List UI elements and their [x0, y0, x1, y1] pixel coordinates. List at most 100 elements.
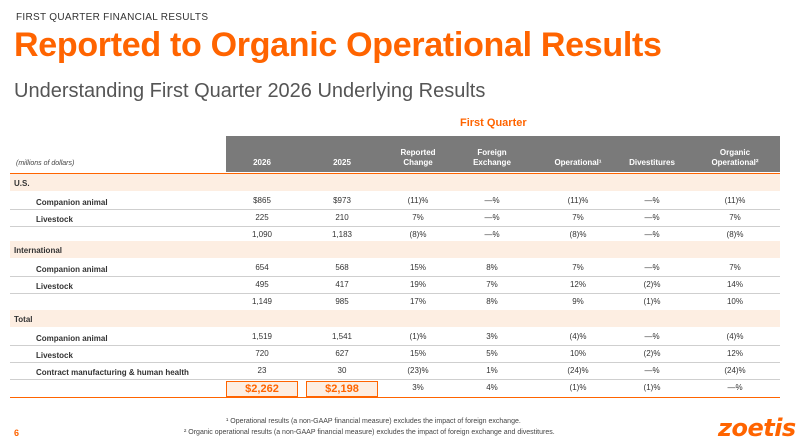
cell-operational: (8)%: [569, 230, 587, 239]
column-group-label: First Quarter: [460, 117, 527, 129]
row-divider: [10, 345, 780, 346]
cell-divestitures: (2)%: [643, 349, 661, 358]
table-row: Livestock 495 417 19% 7% 12% (2)% 14%: [10, 277, 780, 294]
cell-2025: $973: [333, 196, 351, 205]
cell-reported: 3%: [412, 383, 424, 392]
cell-organic: 10%: [726, 297, 743, 306]
cell-fx: 8%: [486, 297, 498, 306]
cell-divestitures: —%: [644, 263, 660, 272]
cell-reported: (1)%: [409, 332, 427, 341]
cell-2026: 495: [255, 280, 269, 289]
cell-fx: 3%: [486, 332, 498, 341]
row-label: Companion animal: [36, 265, 108, 274]
cell-divestitures: —%: [644, 213, 660, 222]
cell-fx: —%: [484, 230, 500, 239]
column-header-operational: Operational¹: [554, 158, 602, 167]
zoetis-logo: zoetis: [718, 414, 796, 442]
section-label: U.S.: [14, 179, 30, 188]
page-subtitle: Understanding First Quarter 2026 Underly…: [14, 80, 486, 102]
table-row: Companion animal $865 $973 (11)% —% (11)% —% (1…: [10, 193, 780, 210]
cell-reported: (11)%: [407, 196, 429, 205]
cell-reported: (23)%: [407, 366, 429, 375]
page-number: 6: [14, 428, 20, 438]
row-label: Contract manufacturing & human health: [36, 368, 189, 377]
table-row: Contract manufacturing & human health 23 3…: [10, 363, 780, 380]
cell-fx: 7%: [486, 280, 498, 289]
cell-2025: 30: [337, 366, 347, 375]
cell-organic: 7%: [729, 213, 741, 222]
row-label: Companion animal: [36, 334, 108, 343]
column-header-2025: 2025: [333, 158, 351, 167]
cell-operational: 10%: [569, 349, 586, 358]
column-header-divestitures: Divestitures: [629, 158, 675, 167]
table-row: Companion animal 1,519 1,541 (1)% 3% (4)% —% (4…: [10, 329, 780, 346]
table-row: 1,149 985 17% 8% 9% (1)% 10%: [10, 294, 780, 311]
cell-fx: —%: [484, 196, 500, 205]
cell-divestitures: —%: [644, 332, 660, 341]
cell-operational: 9%: [572, 297, 584, 306]
cell-2025: 1,541: [331, 332, 353, 341]
cell-divestitures: (1)%: [643, 297, 661, 306]
cell-organic: 12%: [726, 349, 743, 358]
header-divider: [10, 173, 780, 174]
highlighted-total-cell: $2,262: [226, 381, 298, 397]
cell-2026: $865: [253, 196, 271, 205]
cell-divestitures: (2)%: [643, 280, 661, 289]
page-title: Reported to Organic Operational Results: [14, 26, 662, 64]
column-header-2026: 2026: [253, 158, 271, 167]
cell-2026: 225: [255, 213, 269, 222]
cell-reported: 17%: [409, 297, 426, 306]
section-label: International: [14, 246, 63, 255]
footnote-2: ² Organic operational results (a non-GAA…: [184, 429, 555, 436]
cell-fx: —%: [484, 213, 500, 222]
row-divider: [10, 362, 780, 363]
cell-2025: 627: [335, 349, 349, 358]
cell-reported: 19%: [409, 280, 426, 289]
cell-2025: 417: [335, 280, 349, 289]
row-label: Livestock: [36, 282, 73, 291]
section-label: Total: [14, 315, 33, 324]
cell-2026: 1,090: [251, 230, 273, 239]
cell-2025: 985: [335, 297, 349, 306]
cell-operational: (1)%: [569, 383, 587, 392]
cell-divestitures: (1)%: [643, 383, 661, 392]
footnote-1: ¹ Operational results (a non-GAAP financ…: [226, 418, 521, 425]
cell-operational: 7%: [572, 263, 584, 272]
column-header-organic: Organic Operational²: [711, 148, 759, 167]
row-label: Livestock: [36, 351, 73, 360]
cell-2025: 1,183: [331, 230, 353, 239]
cell-operational: (11)%: [567, 196, 589, 205]
units-label: (millions of dollars): [16, 160, 75, 167]
row-divider: [10, 293, 780, 294]
cell-2026: 23: [257, 366, 267, 375]
cell-operational: 12%: [569, 280, 586, 289]
cell-fx: 4%: [486, 383, 498, 392]
column-header-reported: Reported Change: [400, 148, 436, 167]
highlighted-total-cell: $2,198: [306, 381, 378, 397]
cell-organic: (8)%: [726, 230, 744, 239]
section-band-2: [10, 310, 780, 327]
row-label: Companion animal: [36, 198, 108, 207]
cell-fx: 8%: [486, 263, 498, 272]
row-divider: [10, 226, 780, 227]
section-band-1: [10, 241, 780, 258]
cell-2025: 568: [335, 263, 349, 272]
cell-reported: 15%: [409, 349, 426, 358]
cell-operational: (4)%: [569, 332, 587, 341]
row-divider: [10, 276, 780, 277]
cell-operational: 7%: [572, 213, 584, 222]
table-row: Companion animal 654 568 15% 8% 7% —% 7%: [10, 260, 780, 277]
cell-organic: 14%: [726, 280, 743, 289]
cell-reported: 15%: [409, 263, 426, 272]
table-bottom-rule: [10, 397, 780, 398]
table-row: Livestock 720 627 15% 5% 10% (2)% 12%: [10, 346, 780, 363]
cell-reported: (8)%: [409, 230, 427, 239]
table-row: $2,262 $2,198 3% 4% (1)% (1)% —%: [10, 380, 780, 397]
cell-fx: 5%: [486, 349, 498, 358]
cell-divestitures: —%: [644, 366, 660, 375]
cell-organic: (24)%: [724, 366, 746, 375]
row-divider: [10, 209, 780, 210]
table-row: 1,090 1,183 (8)% —% (8)% —% (8)%: [10, 227, 780, 244]
table-header: 2026 2025 Reported Change Foreign Exchange O…: [226, 136, 780, 172]
cell-organic: 7%: [729, 263, 741, 272]
